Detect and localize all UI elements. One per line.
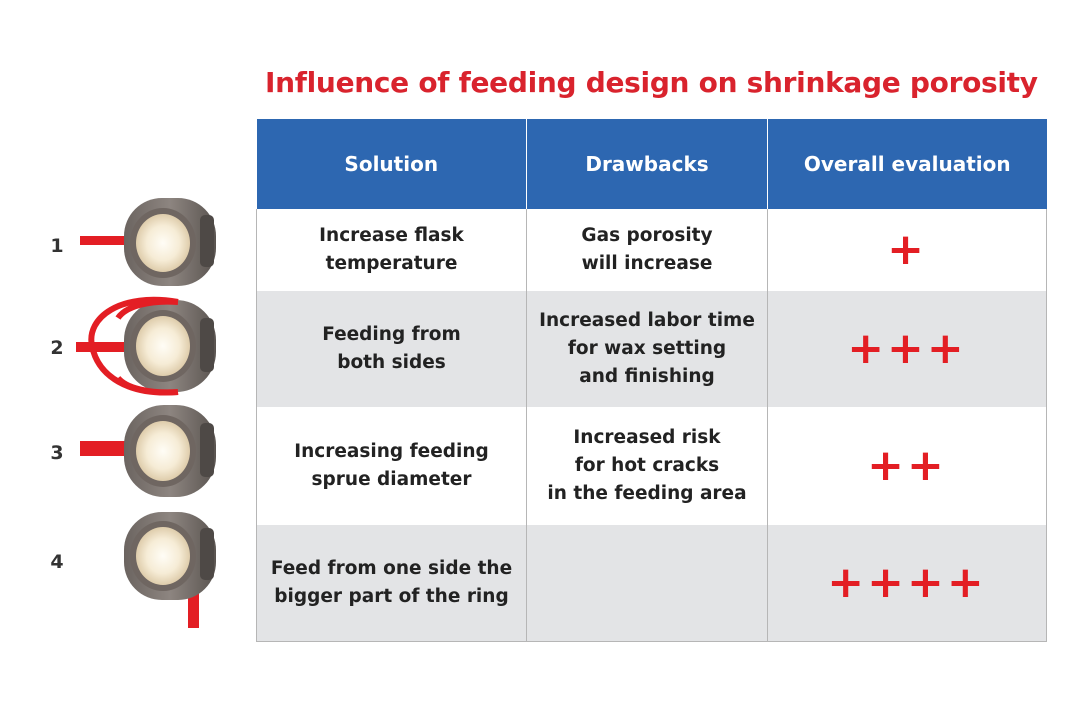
- ring-sprue-thick-icon: [80, 405, 216, 497]
- ring-sprue-both-sides-icon: [76, 296, 216, 396]
- evaluation-plus-marks: ++++: [827, 557, 987, 608]
- drawbacks-text: Gas porosity will increase: [581, 225, 713, 274]
- table-row: Feeding from both sides Increased labor …: [256, 291, 1047, 407]
- solution-cell: Increase flask temperature: [256, 209, 527, 291]
- evaluation-plus-marks: +++: [847, 323, 967, 374]
- solution-text: Feed from one side the bigger part of th…: [270, 558, 513, 607]
- drawbacks-cell: Increased labor time for wax setting and…: [526, 291, 768, 407]
- table-header-row: Solution Drawbacks Overall evaluation: [256, 119, 1047, 209]
- solution-cell: Increasing feeding sprue diameter: [256, 407, 527, 525]
- header-overall-evaluation: Overall evaluation: [767, 119, 1047, 209]
- evaluation-plus-marks: ++: [867, 440, 947, 491]
- header-drawbacks: Drawbacks: [526, 119, 768, 209]
- solution-text: Increasing feeding sprue diameter: [294, 441, 489, 490]
- solution-cell: Feed from one side the bigger part of th…: [256, 525, 527, 642]
- drawbacks-cell: [526, 525, 768, 642]
- evaluation-cell: +++: [767, 291, 1047, 407]
- row-number: 4: [50, 551, 64, 573]
- feeding-design-table: Solution Drawbacks Overall evaluation In…: [256, 119, 1047, 642]
- solution-cell: Feeding from both sides: [256, 291, 527, 407]
- evaluation-cell: ++: [767, 407, 1047, 525]
- drawbacks-text: Increased labor time for wax setting and…: [539, 310, 755, 387]
- row-number: 1: [50, 235, 64, 257]
- ring-sprue-single-side-icon: [80, 198, 216, 286]
- ring-sprue-bottom-icon: [124, 512, 216, 628]
- solution-text: Feeding from both sides: [322, 324, 461, 373]
- drawbacks-cell: Gas porosity will increase: [526, 209, 768, 291]
- page-title: Influence of feeding design on shrinkage…: [265, 66, 1038, 99]
- row-number: 2: [50, 337, 64, 359]
- table-row: Increase flask temperature Gas porosity …: [256, 209, 1047, 291]
- solution-text: Increase flask temperature: [319, 225, 464, 274]
- table-row: Feed from one side the bigger part of th…: [256, 525, 1047, 642]
- drawbacks-cell: Increased risk for hot cracks in the fee…: [526, 407, 768, 525]
- row-number: 3: [50, 442, 64, 464]
- table-row: Increasing feeding sprue diameter Increa…: [256, 407, 1047, 525]
- evaluation-cell: +: [767, 209, 1047, 291]
- evaluation-cell: ++++: [767, 525, 1047, 642]
- evaluation-plus-marks: +: [887, 224, 927, 275]
- header-solution: Solution: [256, 119, 527, 209]
- ring-illustrations: [76, 198, 216, 628]
- drawbacks-text: Increased risk for hot cracks in the fee…: [547, 427, 747, 504]
